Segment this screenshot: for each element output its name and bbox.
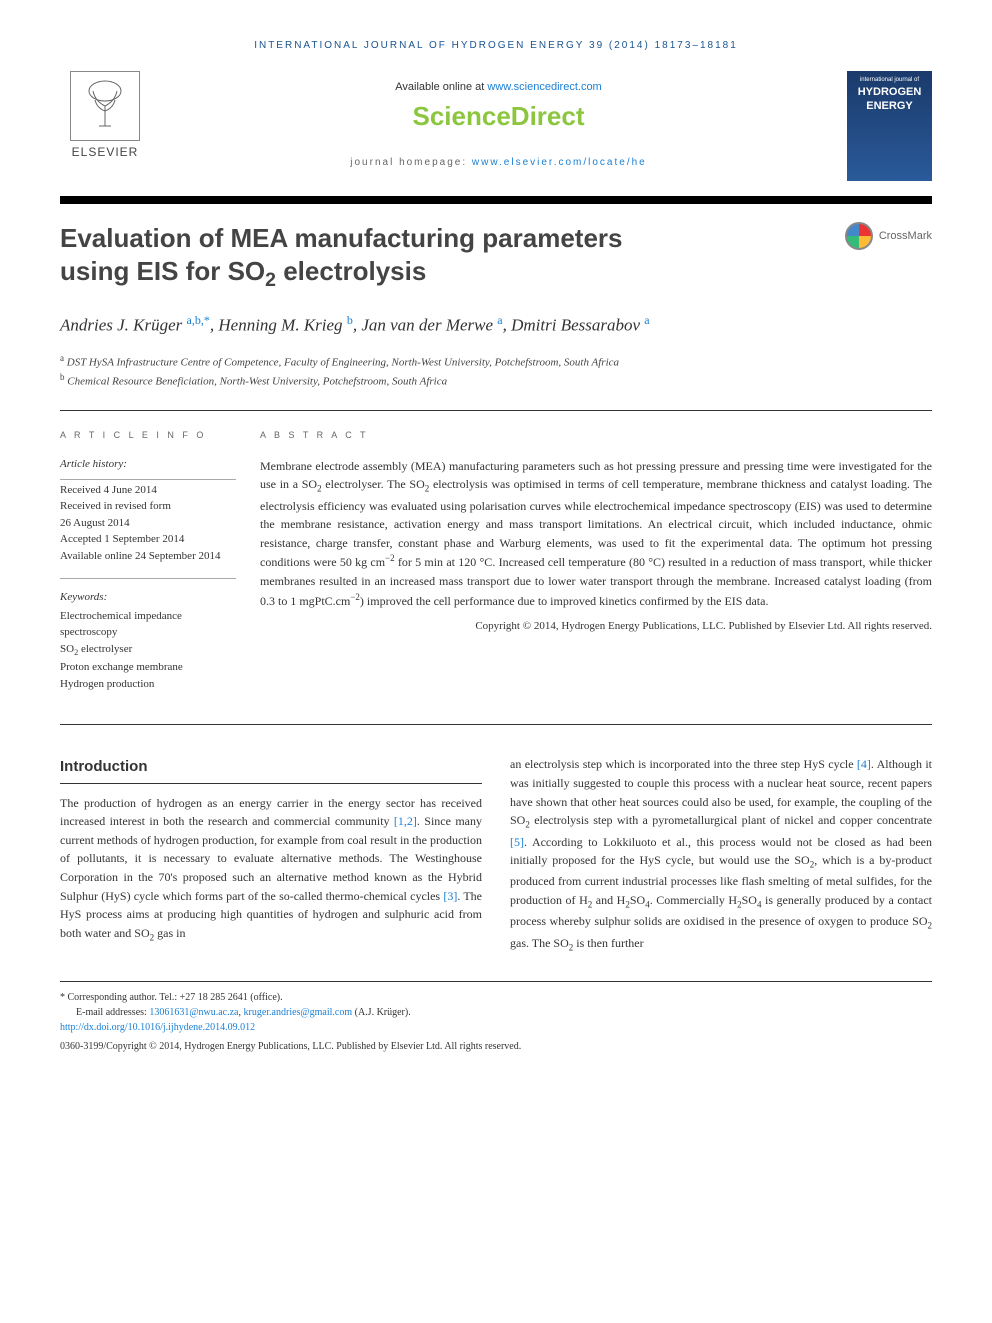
abs-sup2: −2 (350, 592, 360, 602)
intro-paragraph-right: an electrolysis step which is incorporat… (510, 755, 932, 955)
c1d: gas in (154, 926, 185, 940)
ref-5[interactable]: [5] (510, 835, 524, 849)
author-2: , Henning M. Krieg (210, 316, 347, 335)
center-banner: Available online at www.sciencedirect.co… (150, 71, 847, 168)
abs-t2: electrolyser. The SO (322, 477, 425, 491)
abstract-column: A B S T R A C T Membrane electrode assem… (260, 429, 932, 707)
history-received: Received 4 June 2014 (60, 482, 236, 499)
body-column-right: an electrolysis step which is incorporat… (510, 755, 932, 955)
elsevier-logo[interactable]: ELSEVIER (60, 71, 150, 159)
email-2[interactable]: kruger.andries@gmail.com (244, 1007, 353, 1018)
available-prefix: Available online at (395, 81, 487, 93)
homepage-link[interactable]: www.elsevier.com/locate/he (472, 157, 647, 168)
c2a: an electrolysis step which is incorporat… (510, 757, 857, 771)
sciencedirect-logo[interactable]: ScienceDirect (150, 101, 847, 132)
email-line: E-mail addresses: 13061631@nwu.ac.za, kr… (60, 1005, 932, 1020)
keywords-label: Keywords: (60, 589, 236, 606)
c2s8: 2 (928, 921, 933, 931)
email-label: E-mail addresses: (76, 1007, 149, 1018)
running-head: INTERNATIONAL JOURNAL OF HYDROGEN ENERGY… (60, 40, 932, 51)
author-3: , Jan van der Merwe (353, 316, 497, 335)
c2f: and H (592, 893, 625, 907)
author-1: Andries J. Krüger (60, 316, 187, 335)
c2c: electrolysis step with a pyrometallurgic… (530, 813, 932, 827)
introduction-heading: Introduction (60, 755, 482, 783)
crossmark-label: CrossMark (879, 230, 932, 242)
author-4-sup: a (644, 313, 649, 327)
history-revised-label: Received in revised form (60, 498, 236, 515)
author-1-sup: a,b,* (187, 313, 210, 327)
article-title: Evaluation of MEA manufacturing paramete… (60, 222, 845, 292)
affiliations: a DST HySA Infrastructure Centre of Comp… (60, 352, 932, 390)
keyword-1: Electrochemical impedance spectroscopy (60, 608, 236, 641)
article-history-block: Article history: Received 4 June 2014 Re… (60, 456, 236, 564)
journal-cover-thumbnail[interactable]: international journal of HYDROGEN ENERGY (847, 71, 932, 181)
title-sub: 2 (265, 269, 276, 291)
elsevier-text: ELSEVIER (72, 145, 139, 159)
abstract-text: Membrane electrode assembly (MEA) manufa… (260, 457, 932, 610)
keywords-block: Keywords: Electrochemical impedance spec… (60, 578, 236, 692)
available-online-line: Available online at www.sciencedirect.co… (150, 81, 847, 93)
abs-sup1: −2 (385, 553, 395, 563)
authors-line: Andries J. Krüger a,b,*, Henning M. Krie… (60, 312, 932, 337)
keyword-4: Hydrogen production (60, 676, 236, 693)
aff-a-text: DST HySA Infrastructure Centre of Compet… (64, 356, 619, 368)
affiliation-b: b Chemical Resource Beneficiation, North… (60, 371, 932, 390)
doi-anchor[interactable]: http://dx.doi.org/10.1016/j.ijhydene.201… (60, 1022, 255, 1033)
ref-3[interactable]: [3] (443, 889, 457, 903)
c2i: SO (742, 893, 757, 907)
footnotes: * Corresponding author. Tel.: +27 18 285… (60, 981, 932, 1054)
ref-1-2[interactable]: [1,2] (394, 814, 417, 828)
history-accepted: Accepted 1 September 2014 (60, 531, 236, 548)
cover-line2: ENERGY (866, 100, 912, 112)
aff-b-text: Chemical Resource Beneficiation, North-W… (65, 375, 448, 387)
email-tail: (A.J. Krüger). (352, 1007, 411, 1018)
issn-copyright: 0360-3199/Copyright © 2014, Hydrogen Ene… (60, 1039, 932, 1054)
doi-link[interactable]: http://dx.doi.org/10.1016/j.ijhydene.201… (60, 1020, 932, 1035)
history-online: Available online 24 September 2014 (60, 548, 236, 565)
c2l: is then further (573, 936, 643, 950)
keyword-2: SO2 electrolyser (60, 641, 236, 660)
article-info-heading: A R T I C L E I N F O (60, 429, 236, 443)
body-columns: Introduction The production of hydrogen … (60, 755, 932, 955)
history-revised-date: 26 August 2014 (60, 515, 236, 532)
title-line2: using EIS for SO (60, 256, 265, 286)
meta-abstract-row: A R T I C L E I N F O Article history: R… (60, 410, 932, 726)
c2k: gas. The SO (510, 936, 569, 950)
article-info-column: A R T I C L E I N F O Article history: R… (60, 429, 260, 707)
corresponding-author: * Corresponding author. Tel.: +27 18 285… (60, 990, 932, 1005)
elsevier-tree-icon (70, 71, 140, 141)
abstract-heading: A B S T R A C T (260, 429, 932, 443)
crossmark-icon (845, 222, 873, 250)
c2h: . Commercially H (650, 893, 737, 907)
crossmark-badge[interactable]: CrossMark (845, 222, 932, 250)
homepage-prefix: journal homepage: (350, 157, 472, 168)
history-label: Article history: (60, 456, 236, 480)
email-1[interactable]: 13061631@nwu.ac.za (149, 1007, 238, 1018)
affiliation-a: a DST HySA Infrastructure Centre of Comp… (60, 352, 932, 371)
abstract-copyright: Copyright © 2014, Hydrogen Energy Public… (260, 618, 932, 635)
title-line1: Evaluation of MEA manufacturing paramete… (60, 223, 622, 253)
k2-post: electrolyser (78, 643, 132, 655)
intro-paragraph-left: The production of hydrogen as an energy … (60, 794, 482, 945)
journal-homepage-line: journal homepage: www.elsevier.com/locat… (150, 157, 847, 168)
keyword-3: Proton exchange membrane (60, 659, 236, 676)
cover-line1: HYDROGEN (858, 86, 922, 98)
top-banner: ELSEVIER Available online at www.science… (60, 71, 932, 181)
body-column-left: Introduction The production of hydrogen … (60, 755, 482, 955)
author-4: , Dmitri Bessarabov (503, 316, 645, 335)
c2g: SO (630, 893, 645, 907)
title-row: Evaluation of MEA manufacturing paramete… (60, 222, 932, 292)
title-line2-tail: electrolysis (276, 256, 426, 286)
sciencedirect-link[interactable]: www.sciencedirect.com (487, 81, 601, 93)
abs-t5: ) improved the cell performance due to i… (360, 594, 769, 608)
k2-pre: SO (60, 643, 74, 655)
header-rule (60, 196, 932, 204)
ref-4[interactable]: [4] (857, 757, 871, 771)
cover-small-text: international journal of (860, 77, 919, 84)
